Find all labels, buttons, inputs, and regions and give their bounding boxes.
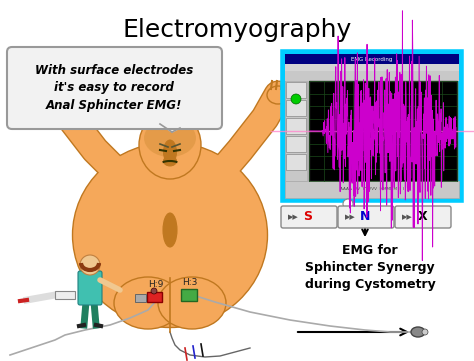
Ellipse shape [139, 111, 201, 179]
FancyBboxPatch shape [55, 291, 75, 299]
Ellipse shape [144, 119, 196, 157]
Text: X: X [418, 210, 428, 223]
Circle shape [291, 94, 301, 104]
FancyBboxPatch shape [7, 47, 222, 129]
Text: EMG Recording: EMG Recording [351, 57, 392, 61]
FancyBboxPatch shape [286, 118, 306, 134]
Ellipse shape [422, 329, 428, 335]
Text: N: N [360, 210, 370, 223]
FancyBboxPatch shape [395, 206, 451, 228]
Text: S: S [303, 210, 312, 223]
Text: H:9: H:9 [148, 280, 164, 289]
Ellipse shape [164, 156, 176, 166]
Ellipse shape [164, 140, 176, 164]
FancyBboxPatch shape [136, 293, 146, 301]
Text: H:3: H:3 [182, 278, 197, 287]
FancyBboxPatch shape [285, 64, 459, 71]
FancyBboxPatch shape [309, 81, 457, 181]
Ellipse shape [41, 81, 63, 99]
Text: ▶▶: ▶▶ [345, 214, 356, 220]
Ellipse shape [114, 277, 182, 329]
FancyBboxPatch shape [285, 81, 307, 181]
FancyBboxPatch shape [78, 271, 102, 305]
Text: EMG for
Sphincter Synergy
during Cystometry: EMG for Sphincter Synergy during Cystome… [305, 244, 436, 291]
Text: ▶▶: ▶▶ [402, 214, 413, 220]
Ellipse shape [158, 277, 226, 329]
FancyBboxPatch shape [286, 136, 306, 152]
FancyBboxPatch shape [285, 181, 459, 198]
Text: ▶▶: ▶▶ [288, 214, 299, 220]
FancyBboxPatch shape [181, 289, 197, 301]
Circle shape [80, 255, 100, 275]
Ellipse shape [267, 86, 289, 104]
FancyBboxPatch shape [281, 206, 337, 228]
FancyBboxPatch shape [283, 52, 461, 200]
FancyBboxPatch shape [147, 292, 162, 302]
FancyBboxPatch shape [286, 100, 306, 116]
FancyBboxPatch shape [285, 54, 459, 64]
Polygon shape [160, 124, 180, 132]
Ellipse shape [73, 143, 267, 327]
Text: Electromyography: Electromyography [122, 18, 352, 42]
FancyBboxPatch shape [285, 71, 459, 81]
FancyBboxPatch shape [286, 154, 306, 170]
Circle shape [343, 199, 353, 209]
Circle shape [151, 288, 157, 294]
Ellipse shape [163, 213, 177, 247]
FancyBboxPatch shape [286, 82, 306, 98]
Text: With surface electrodes
it's easy to record
Anal Sphincter EMG!: With surface electrodes it's easy to rec… [35, 65, 193, 112]
FancyBboxPatch shape [338, 206, 394, 228]
Text: AAAA  VV  VVVVV  MMMMM  I  I: AAAA VV VVVVV MMMMM I I [340, 187, 404, 191]
Ellipse shape [411, 327, 425, 337]
FancyBboxPatch shape [160, 172, 180, 197]
